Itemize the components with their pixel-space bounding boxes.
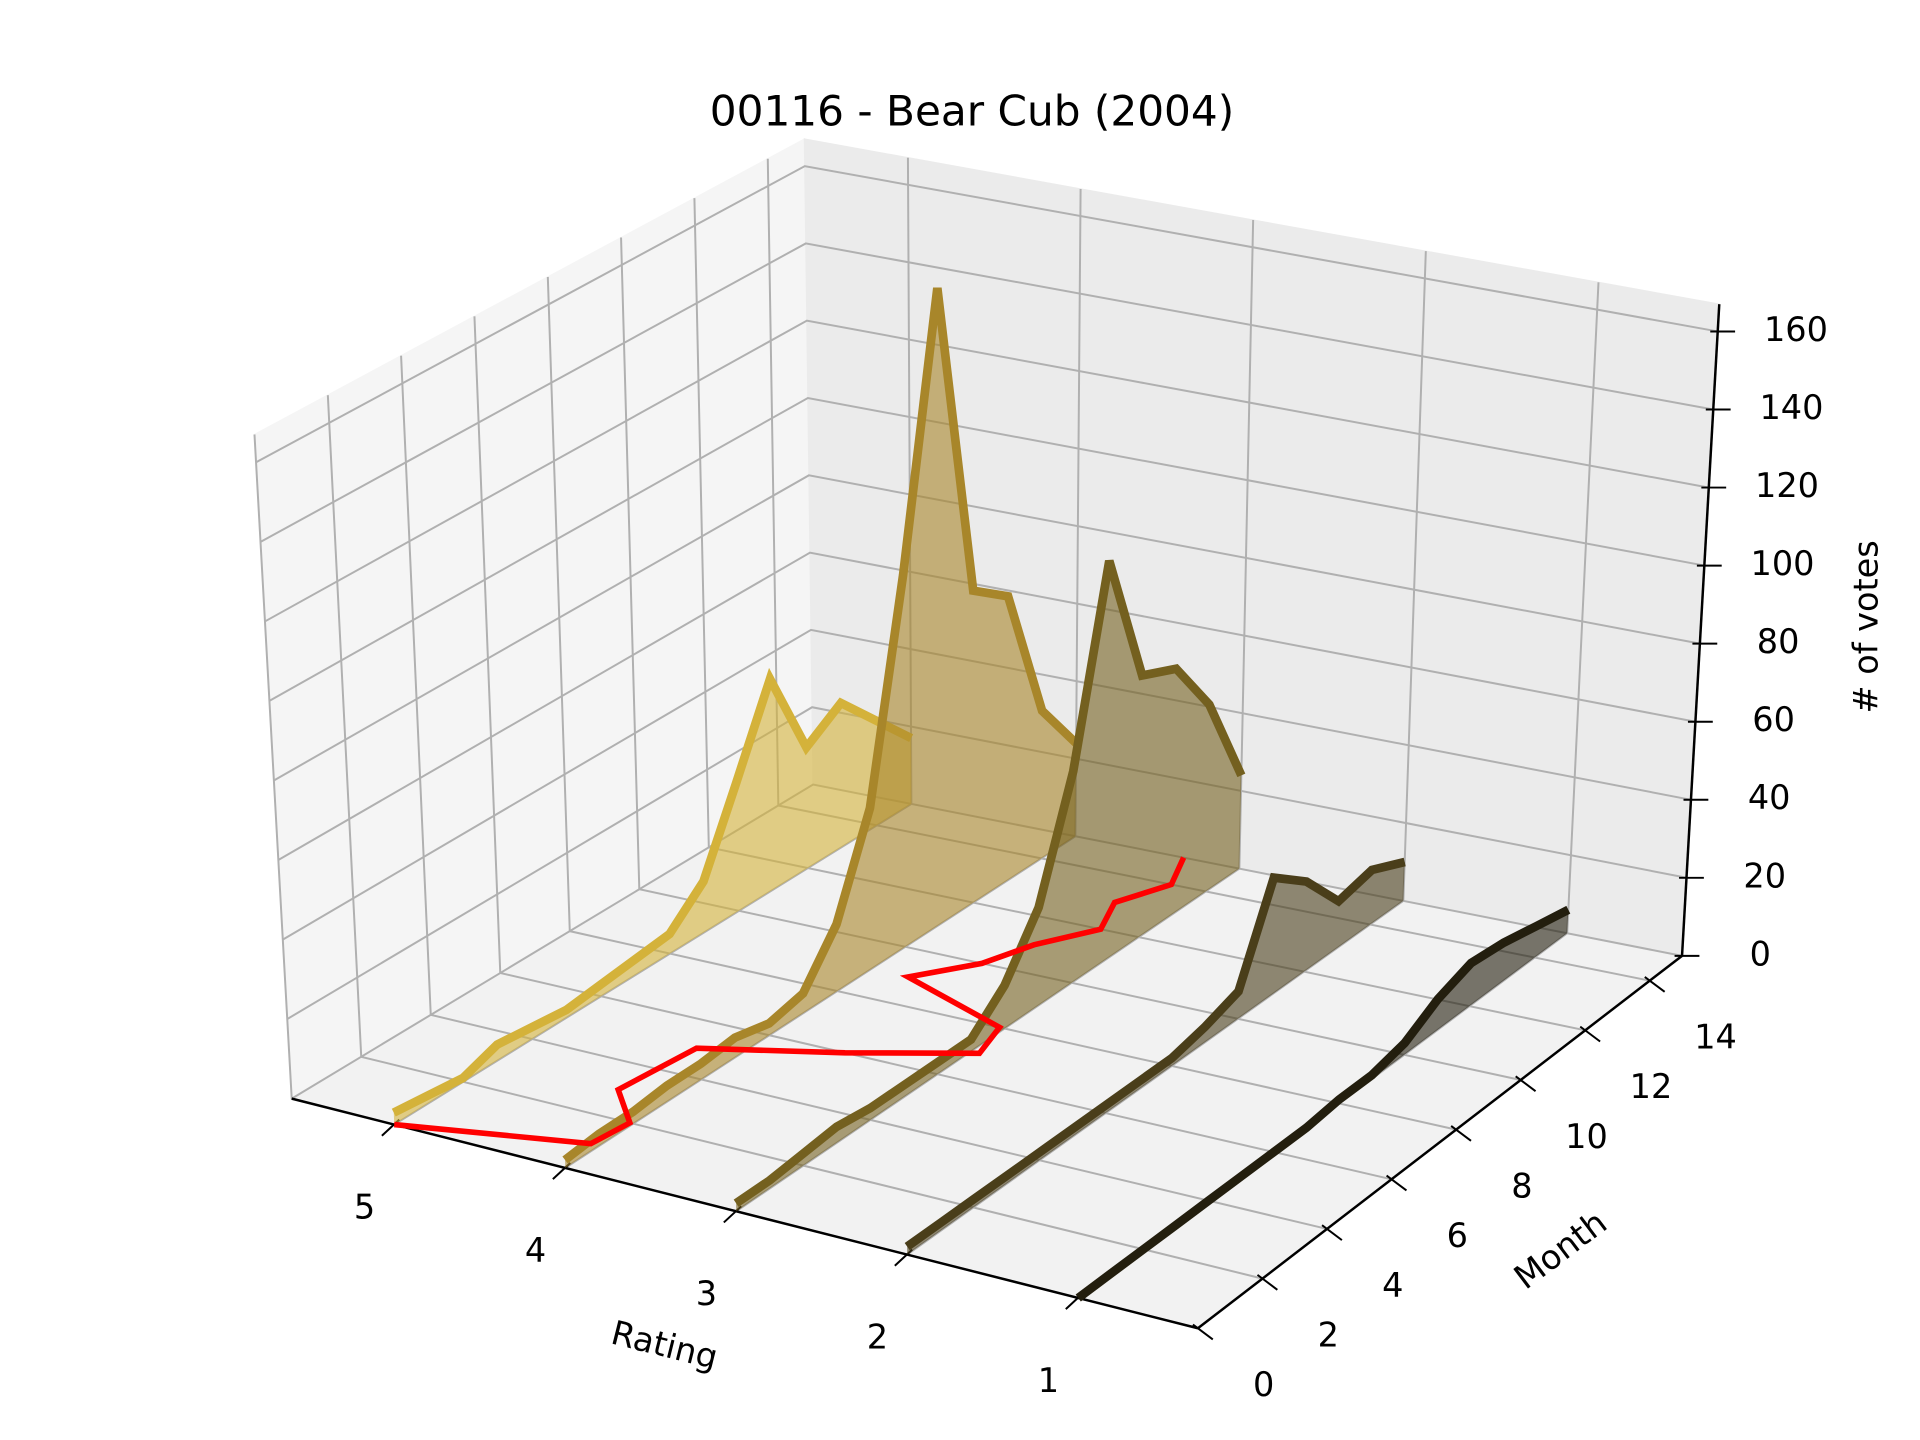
x-tick-label: 5 — [354, 1188, 375, 1227]
x-tick-label: 1 — [1038, 1361, 1059, 1400]
y-tick-label: 12 — [1630, 1067, 1673, 1106]
y-tick-label: 14 — [1694, 1018, 1737, 1057]
y-tick — [1256, 1274, 1278, 1291]
z-tick-label: 0 — [1750, 934, 1771, 973]
z-tick-label: 120 — [1755, 466, 1819, 505]
x-tick-label: 2 — [867, 1318, 888, 1357]
grid-line — [260, 242, 1714, 543]
y-tick-label: 10 — [1565, 1117, 1608, 1156]
series-line — [562, 287, 1080, 1164]
y-axis — [1197, 954, 1683, 1330]
grid-line — [273, 474, 1701, 782]
z-tick-label: 140 — [1759, 388, 1823, 427]
marks — [391, 287, 1571, 1302]
y-tick — [1450, 1125, 1472, 1142]
x-axis — [291, 1097, 1199, 1330]
area-fill — [393, 678, 912, 1125]
grid-line — [264, 319, 1710, 623]
area-fill — [736, 560, 1242, 1212]
y-tick — [1644, 976, 1666, 993]
z-axis-label: # of votes — [1847, 540, 1886, 713]
grid-line — [268, 396, 1705, 702]
z-tick-label: 60 — [1752, 700, 1795, 739]
x-tick-label: 3 — [696, 1274, 717, 1313]
area-fill — [907, 862, 1405, 1255]
x-axis-label: Rating — [607, 1313, 721, 1377]
x-tick-label: 4 — [525, 1231, 546, 1270]
grid-line — [282, 628, 1692, 941]
y-tick-label: 2 — [1318, 1315, 1339, 1354]
y-tick-label: 4 — [1382, 1266, 1403, 1305]
grid-line — [286, 706, 1687, 1020]
y-tick — [1321, 1224, 1343, 1241]
z-tick-label: 80 — [1757, 622, 1800, 661]
z-tick-label: 40 — [1748, 778, 1791, 817]
z-axis — [1680, 304, 1721, 956]
y-tick — [1579, 1025, 1601, 1043]
y-axis-label: Month — [1507, 1203, 1614, 1297]
z-tick-label: 20 — [1743, 856, 1786, 895]
y-tick — [1515, 1075, 1537, 1092]
z-tick-label: 100 — [1751, 544, 1815, 583]
series-line — [1075, 905, 1571, 1302]
series-line — [733, 559, 1246, 1207]
area-fill — [1078, 909, 1569, 1298]
area-fill — [565, 288, 1077, 1168]
series-line — [904, 857, 1406, 1251]
y-tick — [1385, 1174, 1408, 1192]
y-tick-label: 8 — [1511, 1166, 1532, 1205]
mean-rating-line — [393, 856, 1187, 1147]
y-tick-label: 0 — [1253, 1365, 1274, 1404]
chart-title: 00116 - Bear Cub (2004) — [710, 87, 1234, 136]
z-tick-label: 160 — [1764, 310, 1828, 349]
y-tick-label: 6 — [1447, 1216, 1468, 1255]
grid-line — [277, 551, 1696, 861]
grid-line — [255, 165, 1718, 464]
series-line — [391, 667, 914, 1117]
